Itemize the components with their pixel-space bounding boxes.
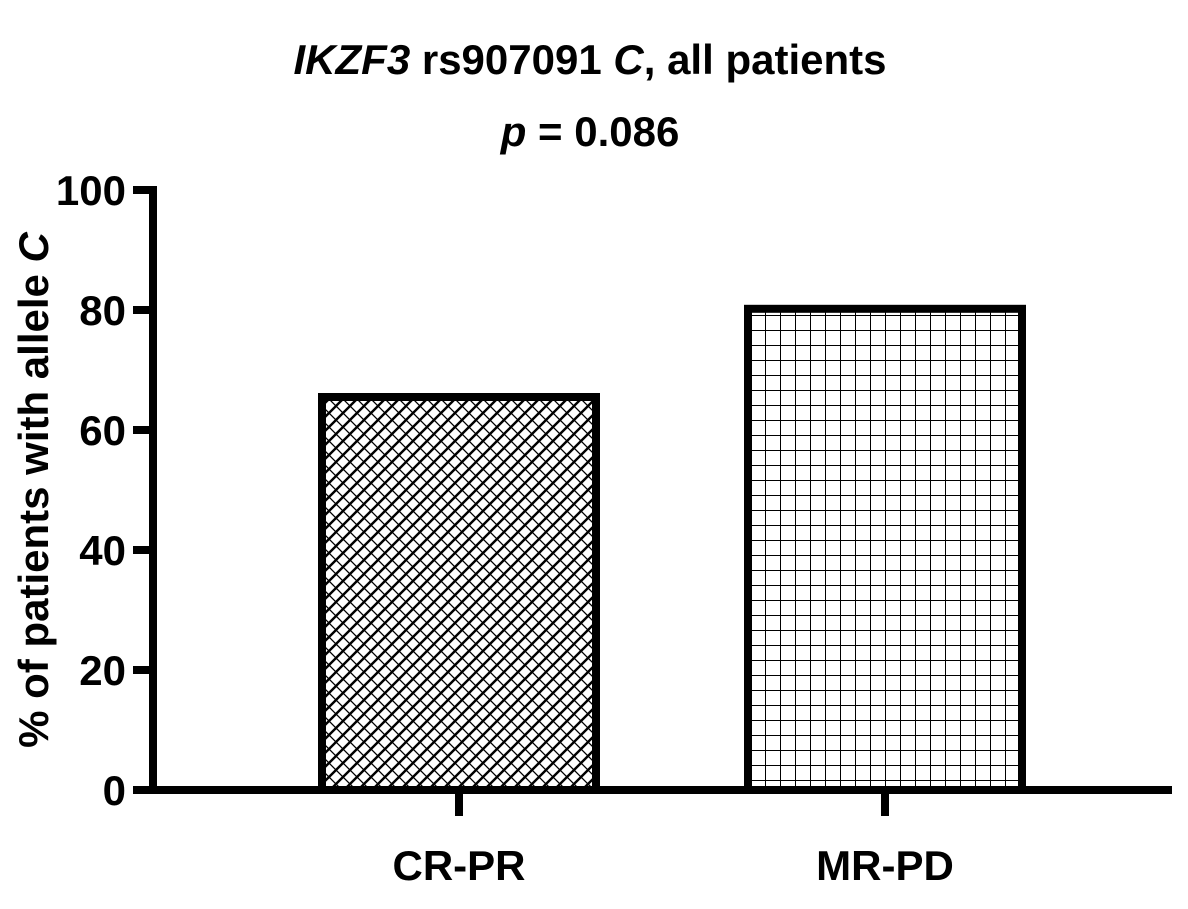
y-tick-label-80: 80 bbox=[79, 287, 126, 334]
bar-mr-pd bbox=[744, 304, 1026, 794]
chart-title: IKZF3 rs907091 C, all patients bbox=[294, 36, 887, 83]
y-tick-label-60: 60 bbox=[79, 407, 126, 454]
y-tick-label-0: 0 bbox=[103, 767, 126, 814]
y-axis-label: % of patients with allele C bbox=[10, 231, 57, 747]
y-tick-label-20: 20 bbox=[79, 647, 126, 694]
category-label-cr-pr: CR-PR bbox=[393, 842, 526, 889]
y-tick-label-40: 40 bbox=[79, 527, 126, 574]
bar-cr-pr bbox=[318, 393, 600, 794]
category-label-mr-pd: MR-PD bbox=[816, 842, 954, 889]
chart-subtitle: p = 0.086 bbox=[500, 108, 680, 155]
y-tick-label-100: 100 bbox=[56, 167, 126, 214]
